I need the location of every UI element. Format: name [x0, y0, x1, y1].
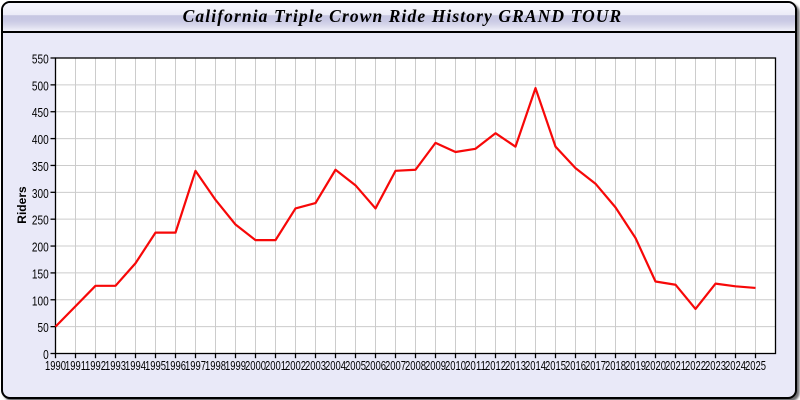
- svg-text:2011: 2011: [465, 358, 486, 373]
- svg-text:2017: 2017: [585, 358, 606, 373]
- svg-text:550: 550: [32, 52, 49, 67]
- svg-text:2024: 2024: [725, 358, 746, 373]
- svg-text:2021: 2021: [665, 358, 686, 373]
- svg-text:2016: 2016: [565, 358, 586, 373]
- svg-text:2005: 2005: [345, 358, 366, 373]
- svg-text:1996: 1996: [165, 358, 186, 373]
- svg-text:0: 0: [43, 347, 49, 362]
- svg-text:300: 300: [32, 186, 49, 201]
- svg-text:2010: 2010: [445, 358, 466, 373]
- svg-text:2018: 2018: [605, 358, 626, 373]
- svg-text:2007: 2007: [385, 358, 406, 373]
- svg-text:1993: 1993: [105, 358, 126, 373]
- svg-text:250: 250: [32, 213, 49, 228]
- svg-text:50: 50: [38, 320, 49, 335]
- svg-text:2020: 2020: [645, 358, 666, 373]
- svg-text:2008: 2008: [405, 358, 426, 373]
- svg-text:450: 450: [32, 105, 49, 120]
- svg-text:200: 200: [32, 240, 49, 255]
- svg-text:350: 350: [32, 159, 49, 174]
- svg-text:2002: 2002: [285, 358, 306, 373]
- svg-text:150: 150: [32, 266, 49, 281]
- svg-text:2023: 2023: [705, 358, 726, 373]
- svg-text:1998: 1998: [205, 358, 226, 373]
- svg-text:2003: 2003: [305, 358, 326, 373]
- svg-text:2009: 2009: [425, 358, 446, 373]
- svg-text:1999: 1999: [225, 358, 246, 373]
- svg-text:1992: 1992: [85, 358, 106, 373]
- svg-text:500: 500: [32, 78, 49, 93]
- svg-text:2006: 2006: [365, 358, 386, 373]
- svg-text:100: 100: [32, 293, 49, 308]
- svg-text:2012: 2012: [485, 358, 506, 373]
- svg-text:1997: 1997: [185, 358, 206, 373]
- svg-text:2004: 2004: [325, 358, 346, 373]
- svg-text:400: 400: [32, 132, 49, 147]
- svg-text:1994: 1994: [125, 358, 146, 373]
- svg-text:2019: 2019: [625, 358, 646, 373]
- svg-text:2001: 2001: [265, 358, 286, 373]
- svg-text:2013: 2013: [505, 358, 526, 373]
- svg-text:2014: 2014: [525, 358, 546, 373]
- svg-text:1995: 1995: [145, 358, 166, 373]
- svg-text:1990: 1990: [45, 358, 66, 373]
- svg-text:2000: 2000: [245, 358, 266, 373]
- svg-text:2025: 2025: [745, 358, 766, 373]
- svg-text:2015: 2015: [545, 358, 566, 373]
- svg-text:1991: 1991: [65, 358, 86, 373]
- svg-text:Riders: Riders: [15, 186, 29, 224]
- svg-text:2022: 2022: [685, 358, 706, 373]
